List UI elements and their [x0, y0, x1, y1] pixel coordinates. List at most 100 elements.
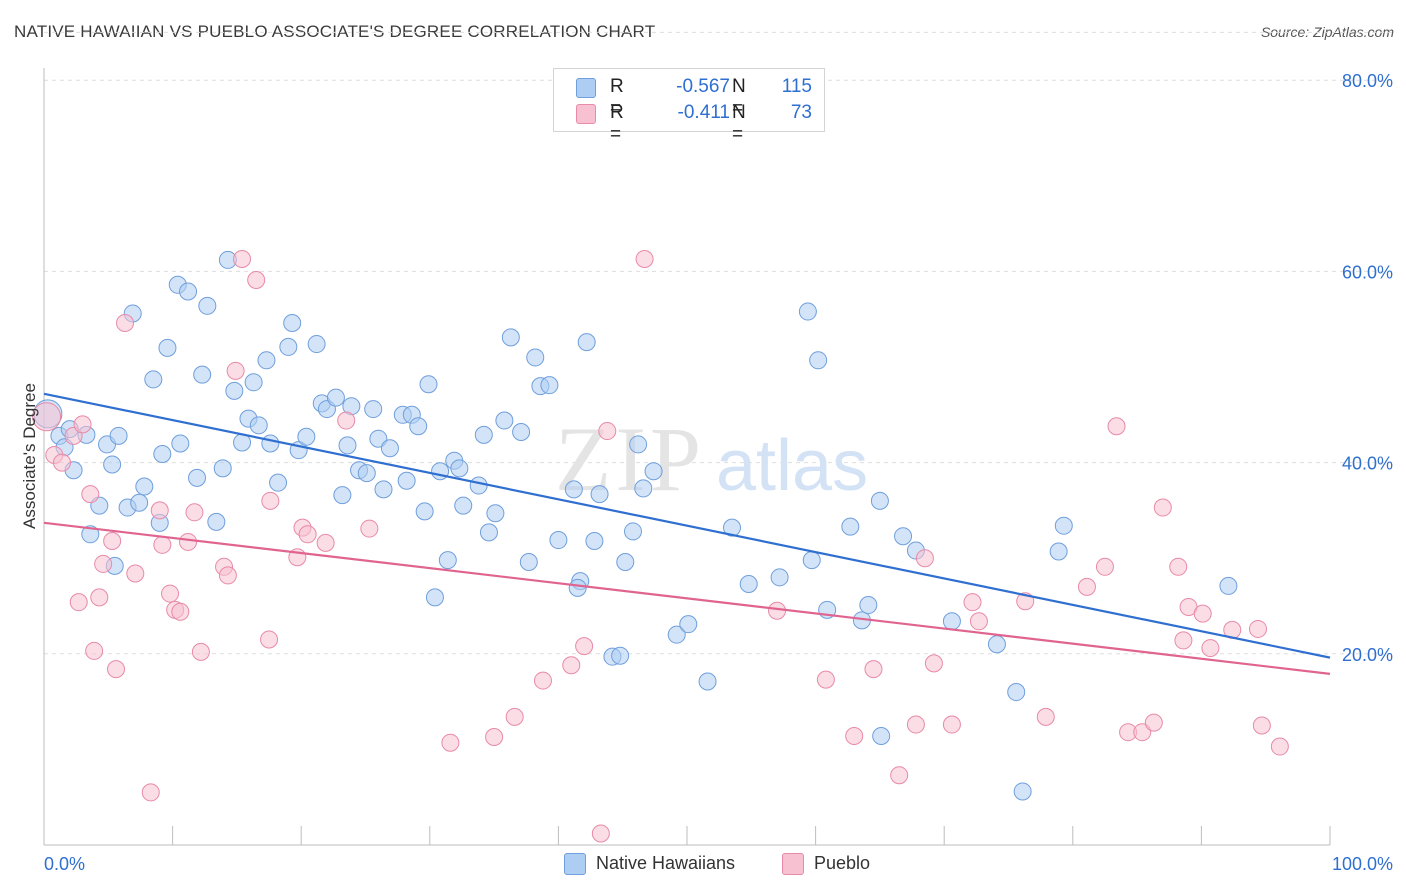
point-pueblo — [1201, 639, 1220, 658]
point-native-hawaiians — [872, 727, 891, 746]
point-pueblo — [226, 361, 245, 380]
trend-lines — [43, 392, 1331, 675]
point-native-hawaiians — [450, 459, 469, 478]
point-native-hawaiians — [135, 477, 154, 496]
point-native-hawaiians — [679, 615, 698, 634]
point-native-hawaiians — [144, 370, 163, 389]
point-native-hawaiians — [526, 348, 545, 367]
point-native-hawaiians — [644, 462, 663, 481]
point-native-hawaiians — [585, 531, 604, 550]
point-native-hawaiians — [802, 551, 821, 570]
point-native-hawaiians — [739, 575, 758, 594]
point-native-hawaiians — [369, 429, 388, 448]
x-tick-label: 100.0% — [1332, 854, 1393, 874]
point-native-hawaiians — [438, 551, 457, 570]
point-pueblo — [126, 564, 145, 583]
point-native-hawaiians — [103, 455, 122, 474]
data-points — [32, 249, 1289, 843]
y-axis-title: Associate's Degree — [20, 383, 39, 529]
point-pueblo — [1077, 577, 1096, 596]
point-native-hawaiians — [870, 491, 889, 510]
correlation-legend: R = -0.567 N = 115 R = -0.411 N = 73 — [553, 68, 825, 145]
watermark-atlas: atlas — [716, 426, 868, 506]
point-native-hawaiians — [1007, 683, 1026, 702]
point-pueblo — [185, 503, 204, 522]
point-native-hawaiians — [198, 296, 217, 315]
axis-labels: 20.0% 40.0% 60.0% 80.0% 0.0% 100.0% Associate'… — [20, 71, 1393, 874]
point-native-hawaiians — [1219, 576, 1238, 595]
y-tick-label: 40.0% — [1342, 454, 1393, 474]
point-native-hawaiians — [153, 444, 172, 463]
x-tick-label: 0.0% — [44, 854, 85, 874]
legend-r-label: R = — [610, 102, 624, 145]
point-pueblo — [906, 715, 925, 734]
point-native-hawaiians — [454, 496, 473, 515]
point-native-hawaiians — [380, 439, 399, 458]
point-native-hawaiians — [568, 578, 587, 597]
point-native-hawaiians — [577, 333, 596, 352]
point-pueblo — [150, 501, 169, 520]
point-native-hawaiians — [409, 417, 428, 436]
point-pueblo — [107, 660, 126, 679]
legend-r-label: R = — [610, 76, 624, 119]
point-native-hawaiians — [338, 436, 357, 455]
point-pueblo — [81, 485, 100, 504]
point-pueblo — [816, 670, 835, 689]
point-native-hawaiians — [257, 351, 276, 370]
point-pueblo — [69, 593, 88, 612]
point-pueblo — [1153, 498, 1172, 517]
point-native-hawaiians — [540, 376, 559, 395]
point-pueblo — [1174, 631, 1193, 650]
axes — [43, 68, 1331, 846]
point-pueblo — [890, 766, 909, 785]
point-pueblo — [171, 602, 190, 621]
y-tick-label: 60.0% — [1342, 262, 1393, 282]
point-native-hawaiians — [987, 635, 1006, 654]
legend-swatch-pink — [576, 104, 596, 124]
point-pueblo — [298, 525, 317, 544]
point-native-hawaiians — [859, 596, 878, 615]
point-pueblo — [1252, 716, 1271, 735]
point-native-hawaiians — [326, 388, 345, 407]
legend-swatch-blue — [576, 78, 596, 98]
point-native-hawaiians — [188, 468, 207, 487]
point-native-hawaiians — [283, 314, 302, 333]
point-native-hawaiians — [333, 486, 352, 505]
point-pueblo — [533, 671, 552, 690]
point-pueblo — [32, 402, 62, 432]
point-pueblo — [53, 453, 72, 472]
point-native-hawaiians — [261, 434, 280, 453]
point-pueblo — [1095, 557, 1114, 576]
point-pueblo — [1144, 713, 1163, 732]
legend-n-value: 115 — [781, 76, 812, 97]
point-native-hawaiians — [809, 351, 828, 370]
point-pueblo — [260, 630, 279, 649]
point-native-hawaiians — [244, 373, 263, 392]
point-pueblo — [1133, 723, 1152, 742]
point-pueblo — [116, 314, 135, 333]
point-native-hawaiians — [629, 435, 648, 454]
point-native-hawaiians — [616, 553, 635, 572]
legend-r-value: -0.567 — [676, 76, 730, 97]
point-native-hawaiians — [207, 512, 226, 531]
point-native-hawaiians — [397, 471, 416, 490]
point-native-hawaiians — [213, 459, 232, 478]
y-tick-label: 80.0% — [1342, 71, 1393, 91]
point-native-hawaiians — [512, 423, 531, 442]
point-native-hawaiians — [225, 381, 244, 400]
point-pueblo — [161, 584, 180, 603]
bottom-legend-label: Native Hawaiians — [596, 853, 736, 873]
point-pueblo — [969, 612, 988, 631]
bottom-legend-label: Pueblo — [814, 853, 871, 873]
point-pueblo — [1248, 619, 1267, 638]
point-pueblo — [485, 727, 504, 746]
point-pueblo — [103, 531, 122, 550]
point-pueblo — [963, 593, 982, 612]
point-pueblo — [575, 637, 594, 656]
point-native-hawaiians — [1013, 782, 1032, 801]
point-native-hawaiians — [297, 427, 316, 446]
point-pueblo — [247, 271, 266, 290]
trend-line-native-hawaiians — [43, 392, 1331, 659]
point-native-hawaiians — [193, 365, 212, 384]
